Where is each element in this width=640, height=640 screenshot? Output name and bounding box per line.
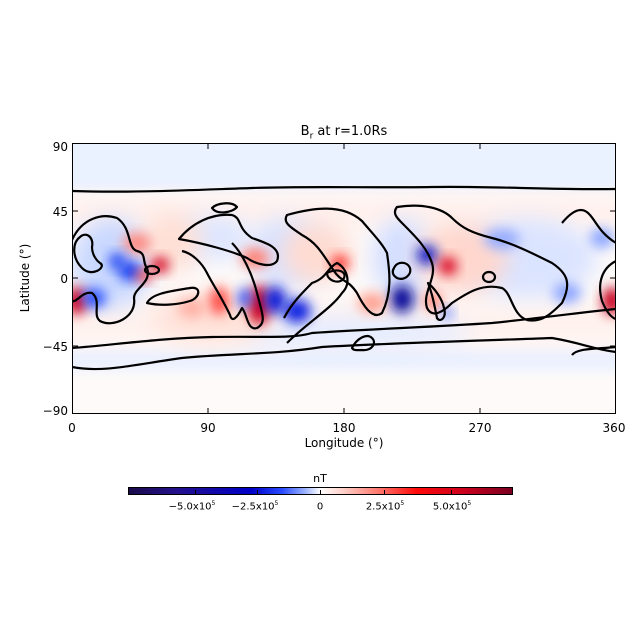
y-tick: −45 [42, 340, 68, 354]
colorbar-tick-mark [384, 490, 385, 495]
x-tick: 180 [332, 421, 356, 435]
colorbar-tick-mark [257, 490, 258, 495]
colorbar-tick-mark [451, 490, 452, 495]
x-tick: 90 [200, 421, 216, 435]
colorbar-tick-label: −5.0x105 [168, 500, 216, 513]
colorbar-tick-mark [320, 490, 321, 495]
colorbar-tick-label: 0 [316, 501, 324, 513]
colorbar-unit: nT [313, 472, 327, 485]
x-tick: 0 [68, 421, 76, 435]
colorbar-tick-label: 5.0x105 [432, 500, 472, 513]
x-tick: 270 [468, 421, 492, 435]
heatmap-plot [70, 143, 617, 414]
y-axis-label: Latitude (°) [18, 243, 32, 313]
y-tick: 0 [60, 272, 68, 286]
y-tick: 90 [52, 140, 68, 154]
colorbar-tick-mark [195, 490, 196, 495]
y-tick: −90 [42, 404, 68, 418]
y-tick: 45 [52, 205, 68, 219]
chart-title: Br at r=1.0Rs [300, 124, 388, 142]
colorbar-tick-label: −2.5x105 [231, 500, 279, 513]
colorbar-tick-label: 2.5x105 [365, 500, 405, 513]
x-tick: 360 [602, 421, 626, 435]
x-axis-label: Longitude (°) [304, 436, 384, 450]
